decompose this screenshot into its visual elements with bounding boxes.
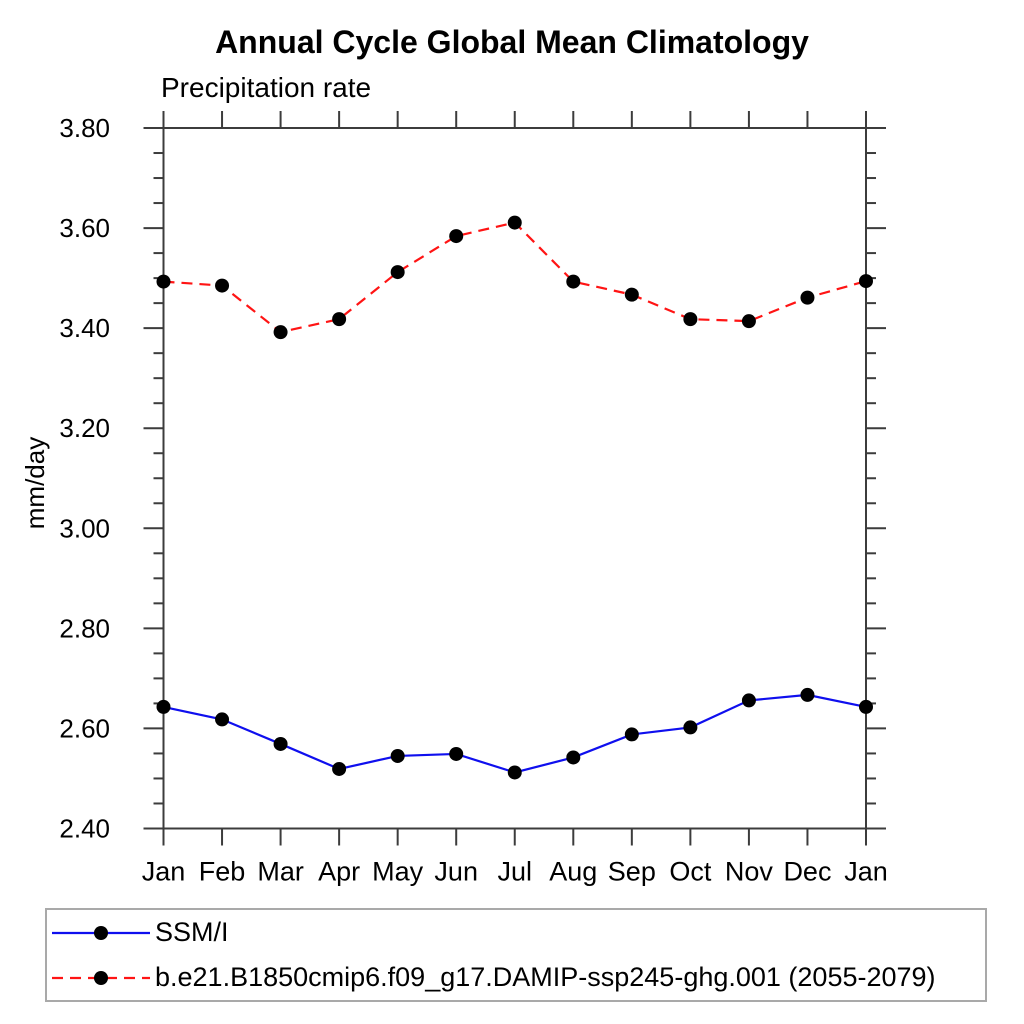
legend-sample-line-0 xyxy=(52,925,150,940)
data-point xyxy=(741,693,756,708)
legend-box: SSM/I b.e21.B1850cmip6.f09_g17.DAMIP-ssp… xyxy=(45,908,987,1002)
data-point xyxy=(624,287,639,302)
y-tick-label: 3.20 xyxy=(59,413,110,443)
data-point xyxy=(449,746,464,761)
x-tick-label: Jan xyxy=(142,857,186,887)
data-point xyxy=(332,761,347,776)
series-line-1 xyxy=(163,221,867,334)
chart-title: Annual Cycle Global Mean Climatology xyxy=(215,24,809,60)
data-point xyxy=(156,274,171,289)
x-tick-label: Jan xyxy=(844,857,888,887)
legend-label-model: b.e21.B1850cmip6.f09_g17.DAMIP-ssp245-gh… xyxy=(155,962,936,992)
y-tick-label: 2.60 xyxy=(59,713,110,743)
data-point xyxy=(390,265,405,280)
chart-subtitle: Precipitation rate xyxy=(161,72,372,103)
x-tick-label: May xyxy=(372,857,424,887)
x-tick-label: Apr xyxy=(318,857,360,887)
x-tick-label: Jul xyxy=(497,857,532,887)
x-tick-label: Aug xyxy=(549,857,597,887)
data-point xyxy=(449,229,464,244)
legend-sample-line-1 xyxy=(52,970,150,985)
data-point xyxy=(507,765,522,780)
y-tick-label: 3.00 xyxy=(59,513,110,543)
data-point xyxy=(507,215,522,230)
x-tick-label: Feb xyxy=(199,857,246,887)
legend-label-ssmi: SSM/I xyxy=(155,917,229,947)
data-point xyxy=(156,699,171,714)
data-point xyxy=(332,312,347,327)
series-line-0 xyxy=(163,693,867,774)
legend-row-model: b.e21.B1850cmip6.f09_g17.DAMIP-ssp245-gh… xyxy=(47,955,985,1000)
x-tick-label: Nov xyxy=(725,857,774,887)
y-tick-label: 2.40 xyxy=(59,814,110,844)
y-tick-label: 2.80 xyxy=(59,613,110,643)
data-point xyxy=(859,699,873,714)
data-point xyxy=(566,274,581,289)
data-point xyxy=(624,727,639,742)
x-tick-label: Oct xyxy=(669,857,712,887)
data-point xyxy=(683,312,698,327)
data-point xyxy=(215,712,230,727)
x-tick-label: Mar xyxy=(257,857,304,887)
data-point xyxy=(859,274,873,289)
data-point xyxy=(273,325,288,340)
legend-marker-1 xyxy=(94,970,108,985)
y-tick-label: 3.80 xyxy=(59,113,110,143)
data-point xyxy=(566,750,581,765)
legend-marker-0 xyxy=(94,925,108,940)
y-tick-label: 3.60 xyxy=(59,213,110,243)
legend-row-ssmi: SSM/I xyxy=(47,910,985,955)
data-point xyxy=(273,736,288,751)
data-point xyxy=(800,290,815,305)
data-point xyxy=(683,720,698,735)
data-point xyxy=(390,748,405,763)
y-tick-label: 3.40 xyxy=(59,313,110,343)
y-axis-label: mm/day xyxy=(20,437,50,529)
data-point xyxy=(800,687,815,702)
x-tick-label: Sep xyxy=(608,857,656,887)
x-tick-label: Jun xyxy=(434,857,478,887)
x-tick-label: Dec xyxy=(783,857,831,887)
data-point xyxy=(215,278,230,293)
data-point xyxy=(741,314,756,329)
